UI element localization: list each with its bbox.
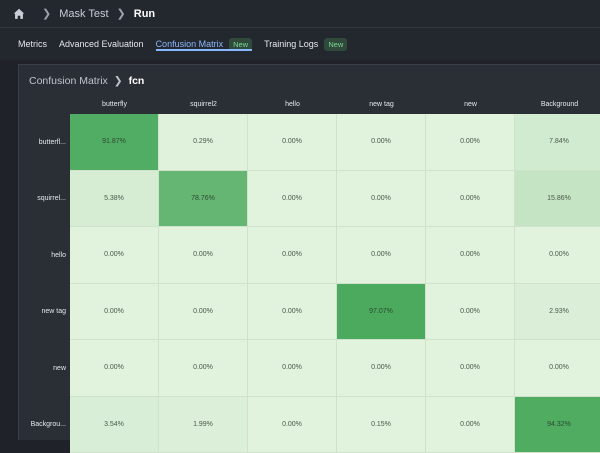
chevron-right-icon: ❯ bbox=[42, 7, 51, 20]
tab-advanced-evaluation[interactable]: Advanced Evaluation bbox=[59, 28, 144, 60]
tab-bar: Metrics Advanced Evaluation Confusion Ma… bbox=[0, 28, 600, 60]
tab-label: Metrics bbox=[18, 39, 47, 49]
row-header: hello bbox=[19, 227, 70, 284]
matrix-cell[interactable]: 3.54% bbox=[70, 397, 159, 453]
panel-title-text: Confusion Matrix bbox=[29, 75, 108, 87]
home-icon[interactable] bbox=[12, 7, 26, 21]
column-header: squirrel2 bbox=[159, 101, 248, 113]
tab-label: Advanced Evaluation bbox=[59, 39, 144, 49]
model-name: fcn bbox=[129, 75, 145, 87]
matrix-cell[interactable]: 0.00% bbox=[426, 397, 515, 453]
matrix-cell[interactable]: 0.29% bbox=[159, 114, 248, 171]
new-badge: New bbox=[229, 38, 252, 51]
matrix-cell[interactable]: 0.00% bbox=[426, 171, 515, 228]
matrix-cell[interactable]: 0.00% bbox=[426, 114, 515, 171]
row-header: new bbox=[19, 340, 70, 397]
row-header: Backgrou... bbox=[19, 397, 70, 453]
row-header: squirrel... bbox=[19, 171, 70, 228]
matrix-cell[interactable]: 0.00% bbox=[159, 340, 248, 397]
matrix-cell[interactable]: 0.00% bbox=[159, 227, 248, 284]
breadcrumb-current: Run bbox=[134, 8, 155, 20]
chevron-right-icon: ❯ bbox=[114, 75, 123, 87]
matrix-cell[interactable]: 0.00% bbox=[426, 340, 515, 397]
matrix-cell[interactable]: 0.00% bbox=[337, 340, 426, 397]
matrix-cell[interactable]: 0.00% bbox=[426, 284, 515, 341]
new-badge: New bbox=[324, 38, 347, 51]
tab-label: Training Logs bbox=[264, 39, 318, 49]
matrix-cell[interactable]: 0.00% bbox=[248, 227, 337, 284]
matrix-cell[interactable]: 0.00% bbox=[70, 284, 159, 341]
matrix-cell[interactable]: 97.07% bbox=[337, 284, 426, 341]
matrix-cell[interactable]: 0.00% bbox=[248, 171, 337, 228]
column-header: Background bbox=[515, 101, 600, 113]
matrix-cell[interactable]: 0.00% bbox=[70, 227, 159, 284]
chevron-right-icon: ❯ bbox=[117, 7, 126, 20]
top-breadcrumb-bar: ❯ Mask Test ❯ Run bbox=[0, 0, 600, 28]
matrix-cell[interactable]: 0.00% bbox=[248, 397, 337, 453]
matrix-cell[interactable]: 0.00% bbox=[248, 114, 337, 171]
matrix-cell[interactable]: 0.00% bbox=[159, 284, 248, 341]
panel-title: Confusion Matrix ❯ fcn bbox=[29, 75, 144, 87]
matrix-cell[interactable]: 0.00% bbox=[337, 171, 426, 228]
matrix-cell[interactable]: 2.93% bbox=[515, 284, 600, 341]
breadcrumb-project[interactable]: Mask Test bbox=[59, 8, 108, 20]
matrix-cell[interactable]: 0.00% bbox=[515, 340, 600, 397]
matrix-cell[interactable]: 0.15% bbox=[337, 397, 426, 453]
matrix-cell[interactable]: 0.00% bbox=[70, 340, 159, 397]
matrix-cell[interactable]: 78.76% bbox=[159, 171, 248, 228]
matrix-cell[interactable]: 94.32% bbox=[515, 397, 600, 453]
tab-training-logs[interactable]: Training Logs New bbox=[264, 28, 347, 60]
column-header: new bbox=[426, 101, 515, 113]
matrix-cell[interactable]: 0.00% bbox=[426, 227, 515, 284]
matrix-cell[interactable]: 15.86% bbox=[515, 171, 600, 228]
matrix-cell[interactable]: 5.38% bbox=[70, 171, 159, 228]
tab-confusion-matrix[interactable]: Confusion Matrix New bbox=[156, 28, 253, 60]
matrix-cell[interactable]: 0.00% bbox=[248, 284, 337, 341]
tab-label: Confusion Matrix bbox=[156, 39, 224, 49]
row-header: butterfl... bbox=[19, 114, 70, 171]
row-header: new tag bbox=[19, 284, 70, 341]
column-header: new tag bbox=[337, 101, 426, 113]
matrix-cell[interactable]: 0.00% bbox=[515, 227, 600, 284]
matrix-cell[interactable]: 1.99% bbox=[159, 397, 248, 453]
column-header: butterfly bbox=[70, 101, 159, 113]
matrix-cell[interactable]: 0.00% bbox=[337, 227, 426, 284]
matrix-cell[interactable]: 0.00% bbox=[248, 340, 337, 397]
matrix-cell[interactable]: 0.00% bbox=[337, 114, 426, 171]
column-header: hello bbox=[248, 101, 337, 113]
matrix-cell[interactable]: 7.84% bbox=[515, 114, 600, 171]
matrix-cell[interactable]: 91.87% bbox=[70, 114, 159, 171]
tab-metrics[interactable]: Metrics bbox=[18, 28, 47, 60]
